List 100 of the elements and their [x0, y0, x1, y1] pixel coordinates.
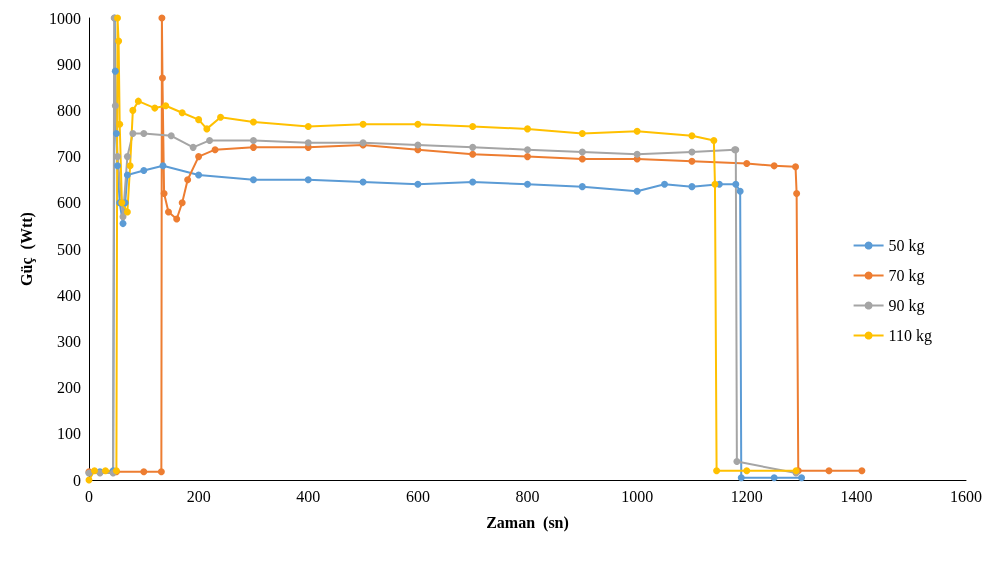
point	[101, 467, 109, 475]
x-tick-label: 800	[515, 487, 540, 505]
point	[195, 153, 203, 161]
point	[189, 143, 197, 151]
x-tick-label: 1400	[840, 487, 873, 505]
point	[737, 474, 745, 482]
y-tick-label: 700	[57, 148, 81, 166]
y-tick-label: 900	[57, 55, 81, 73]
point	[195, 116, 203, 124]
y-tick-label: 800	[57, 101, 81, 119]
point	[743, 467, 751, 475]
point	[469, 123, 477, 131]
point	[126, 162, 134, 170]
point	[825, 467, 833, 475]
point	[178, 199, 186, 207]
point	[173, 215, 181, 223]
point	[134, 97, 142, 105]
point	[178, 109, 186, 117]
legend-label: 70 kg	[888, 267, 925, 285]
x-tick-label: 1600	[950, 487, 982, 505]
point	[633, 150, 641, 158]
point	[359, 120, 367, 128]
point	[732, 180, 740, 188]
point	[167, 132, 175, 140]
point	[736, 187, 744, 195]
point	[578, 155, 586, 163]
point	[123, 208, 131, 216]
point	[140, 130, 148, 137]
point	[217, 113, 225, 121]
point	[206, 136, 214, 144]
y-tick-label: 600	[57, 194, 81, 212]
x-tick-label: 200	[186, 487, 211, 505]
x-tick-label: 400	[296, 487, 321, 505]
point	[469, 150, 477, 158]
point	[524, 125, 531, 133]
point	[211, 146, 219, 154]
point	[688, 132, 696, 140]
point	[711, 180, 719, 188]
x-axis-title: Zaman (sn)	[486, 513, 569, 532]
y-tick-label: 500	[57, 240, 81, 258]
point	[469, 143, 477, 151]
point	[112, 130, 120, 137]
point	[115, 37, 123, 45]
legend-label: 90 kg	[888, 297, 925, 315]
point	[119, 220, 127, 228]
point	[119, 213, 127, 221]
point	[524, 153, 531, 161]
point	[688, 183, 696, 191]
point	[304, 123, 312, 131]
point	[249, 176, 257, 184]
x-tick-label: 0	[85, 487, 93, 505]
point	[688, 157, 696, 165]
point	[129, 106, 137, 114]
point	[524, 180, 531, 188]
point	[151, 104, 159, 112]
point	[114, 162, 121, 170]
point	[414, 120, 422, 128]
point	[184, 176, 192, 184]
y-tick-label: 200	[57, 379, 81, 397]
point	[770, 474, 778, 482]
y-tick-label: 400	[57, 286, 81, 304]
point	[90, 467, 98, 475]
point	[414, 141, 422, 149]
point	[770, 162, 778, 170]
point	[733, 458, 741, 466]
legend-label: 110 kg	[888, 327, 932, 345]
point	[129, 130, 137, 137]
point	[578, 148, 586, 156]
point	[633, 127, 641, 135]
point	[793, 190, 801, 198]
point	[160, 190, 168, 198]
point	[111, 102, 119, 110]
point	[116, 120, 124, 128]
point	[713, 467, 721, 475]
point	[710, 136, 718, 144]
point	[162, 102, 170, 110]
point	[140, 166, 148, 174]
point	[858, 467, 866, 475]
point	[157, 468, 165, 476]
y-tick-label: 0	[73, 471, 81, 489]
legend-label: 50 kg	[888, 237, 925, 255]
point	[164, 208, 172, 216]
point	[249, 118, 257, 126]
point	[249, 143, 257, 151]
y-tick-label: 1000	[49, 9, 81, 27]
point	[524, 146, 531, 154]
point	[203, 125, 211, 133]
point	[798, 474, 806, 482]
point	[140, 468, 148, 476]
y-axis-title: Güç (Wtt)	[17, 212, 36, 286]
point	[469, 178, 477, 186]
point	[578, 130, 586, 137]
point	[111, 67, 119, 75]
point	[114, 153, 121, 161]
x-tick-label: 600	[405, 487, 430, 505]
point	[661, 180, 669, 188]
point	[304, 176, 312, 184]
point	[578, 183, 586, 191]
point	[123, 153, 131, 161]
point	[743, 160, 751, 168]
